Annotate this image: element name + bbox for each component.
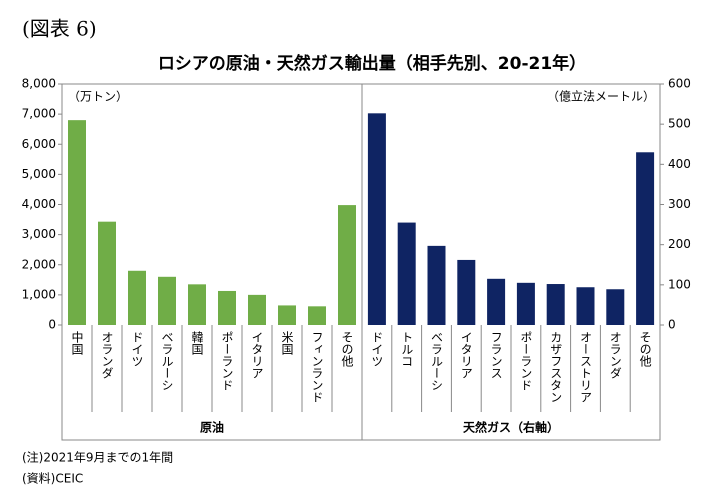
y-tick-label: 8,000 xyxy=(22,77,56,91)
bar xyxy=(606,289,625,325)
bar xyxy=(576,287,595,325)
bar xyxy=(188,284,206,325)
bar xyxy=(158,276,176,325)
bar xyxy=(98,221,116,325)
y-tick-label: 3,000 xyxy=(22,227,56,241)
bar xyxy=(427,245,446,325)
x-tick-label: トルコ xyxy=(400,331,414,367)
group-label: 原油 xyxy=(200,420,224,435)
chart-title: ロシアの原油・天然ガス輸出量（相手先別、20-21年） xyxy=(158,53,586,74)
x-tick-label: その他 xyxy=(340,331,354,367)
group-label: 天然ガス（右軸） xyxy=(463,420,559,435)
x-tick-label: ドイツ xyxy=(130,331,144,367)
bar xyxy=(278,305,296,325)
plot-frame xyxy=(61,83,661,441)
y-tick-label: 2,000 xyxy=(22,257,56,271)
y-tick-label: 500 xyxy=(668,117,691,131)
x-tick-label: 中国 xyxy=(70,330,84,355)
x-tick-label: オーストリア xyxy=(579,331,593,403)
y-tick-label: 300 xyxy=(668,197,691,211)
header: (図表 6) xyxy=(22,17,97,41)
y-tick-label: 100 xyxy=(668,277,691,291)
bar xyxy=(248,294,266,325)
x-tick-label: ポーランド xyxy=(220,331,234,391)
bar xyxy=(218,290,236,325)
y-tick-label: 1,000 xyxy=(22,287,56,301)
bar xyxy=(546,284,565,325)
x-tick-label: 韓国 xyxy=(190,331,204,355)
x-tick-label: その他 xyxy=(638,331,652,367)
x-tick-label: イタリア xyxy=(459,331,473,379)
y-tick-label: 0 xyxy=(48,318,56,332)
bar xyxy=(367,113,386,326)
x-tick-label: イタリア xyxy=(250,331,264,379)
bar xyxy=(308,306,326,325)
x-tick-label: オランダ xyxy=(608,331,622,379)
bar xyxy=(338,205,356,325)
x-tick-label: オランダ xyxy=(100,331,114,379)
x-tick-label: 米国 xyxy=(280,331,294,355)
bar xyxy=(397,222,416,325)
y-tick-label: 4,000 xyxy=(22,197,56,211)
unit-label: （億立法メートル） xyxy=(547,89,655,104)
x-tick-label: ベラルーシ xyxy=(160,331,174,391)
y-tick-label: 200 xyxy=(668,237,691,251)
bar xyxy=(128,270,146,325)
x-tick-label: ポーランド xyxy=(519,331,533,391)
x-tick-label: ベラルーシ xyxy=(430,331,444,391)
y-tick-label: 400 xyxy=(668,157,691,171)
note: (資料)CEIC xyxy=(22,472,83,486)
y-tick-label: 6,000 xyxy=(22,137,56,151)
bar xyxy=(457,259,476,325)
bar xyxy=(68,120,86,326)
unit-label: （万トン） xyxy=(68,90,128,104)
bar xyxy=(636,152,655,325)
y-tick-label: 7,000 xyxy=(22,107,56,121)
x-tick-label: カザフスタン xyxy=(549,331,563,403)
bar xyxy=(487,278,506,325)
x-tick-label: フィンランド xyxy=(310,331,324,403)
y-tick-label: 600 xyxy=(668,77,691,91)
bar xyxy=(516,282,535,325)
note: (注)2021年9月までの1年間 xyxy=(22,450,173,465)
x-tick-label: ドイツ xyxy=(370,331,384,367)
y-tick-label: 0 xyxy=(668,318,676,332)
x-tick-label: フランス xyxy=(489,331,503,379)
y-tick-label: 5,000 xyxy=(22,167,56,181)
